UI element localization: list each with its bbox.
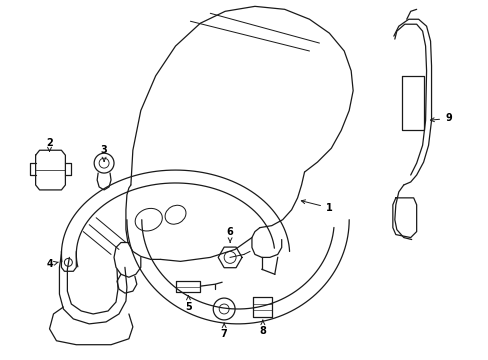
Text: 1: 1 — [301, 200, 332, 213]
Text: 9: 9 — [429, 113, 451, 123]
Text: 2: 2 — [46, 138, 53, 151]
Text: 6: 6 — [226, 226, 233, 242]
Text: 3: 3 — [101, 145, 107, 161]
Text: 7: 7 — [220, 323, 227, 339]
Text: 8: 8 — [259, 320, 266, 336]
Text: 5: 5 — [184, 296, 191, 312]
Text: 4: 4 — [46, 259, 58, 269]
